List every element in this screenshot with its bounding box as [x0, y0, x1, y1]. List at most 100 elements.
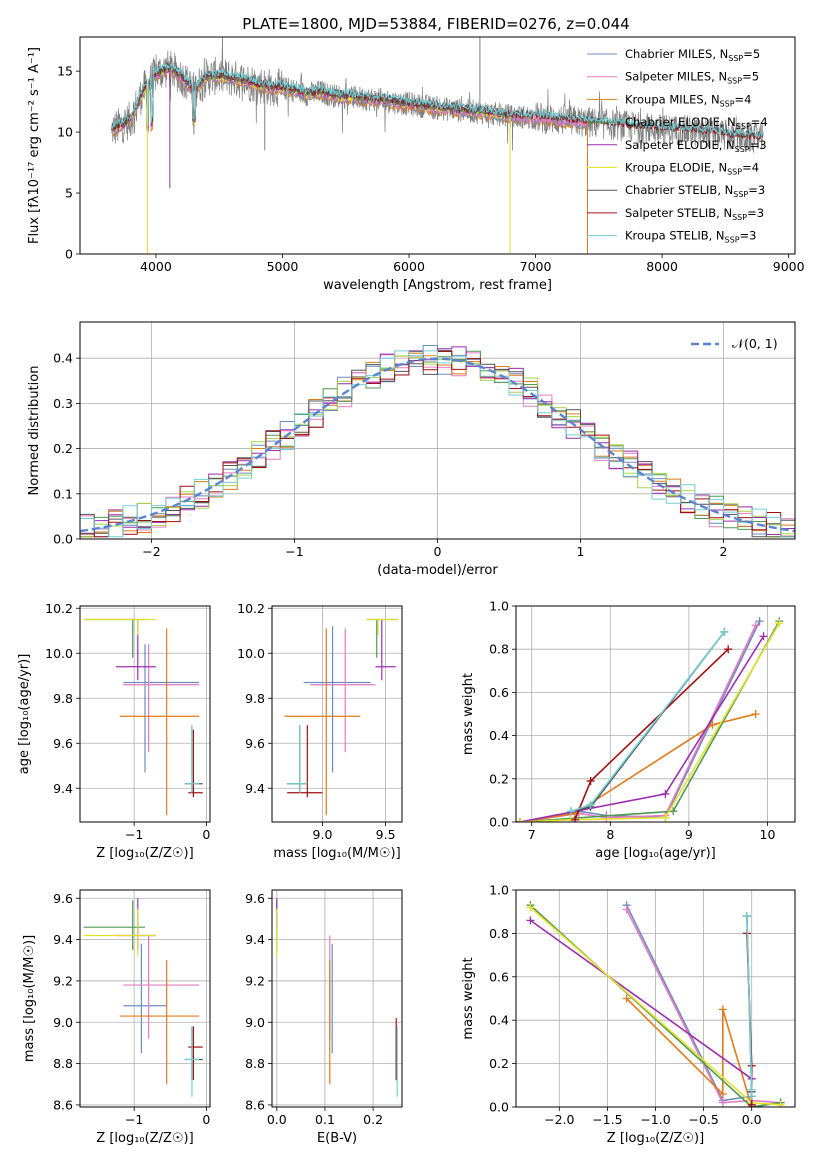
series-point-kroupa_stelib — [747, 1092, 756, 1101]
y-tick-label: 0.8 — [489, 926, 509, 941]
axes-frame — [271, 605, 403, 823]
series-line-salpeter_elodie — [519, 635, 765, 822]
y-tick-label: 9.6 — [53, 891, 73, 906]
x-tick-label: −2.0 — [544, 1112, 574, 1127]
series-line-kroupa_stelib — [746, 915, 753, 1097]
y-tick-label: 0.3 — [53, 396, 73, 411]
x-tick-label: 10 — [760, 827, 776, 842]
y-tick-label: 0.6 — [489, 969, 509, 984]
legend-nssp: =3 — [747, 206, 764, 220]
y-axis-label: Flux [fλ10⁻¹⁷ erg cm⁻² s⁻¹ A⁻¹] — [27, 47, 42, 244]
y-tick-label: 10.0 — [45, 646, 73, 661]
y-tick-label: 0.0 — [489, 815, 509, 830]
x-tick-label: 1 — [577, 544, 585, 559]
series-point-kroupa_stelib — [567, 807, 576, 816]
x-axis-label: wavelength [Angstrom, rest frame] — [323, 278, 552, 293]
y-tick-label: 0.2 — [489, 771, 509, 786]
series-line-kroupa_miles — [519, 713, 756, 822]
legend-nssp: =4 — [742, 161, 759, 175]
legend-label-salpeter_elodie: Salpeter ELODIE, NSSP=3 — [625, 138, 767, 154]
legend-subscript: SSP — [728, 54, 743, 63]
normal-legend-label: 𝒩(0, 1) — [732, 336, 778, 351]
x-tick-label: −1.0 — [640, 1112, 670, 1127]
y-tick-label: 8.6 — [245, 1097, 265, 1112]
y-axis-label: mass weight — [461, 673, 476, 755]
legend-subscript: SSP — [733, 190, 748, 199]
axes-frame — [79, 605, 211, 823]
figure-title: PLATE=1800, MJD=53884, FIBERID=0276, z=0… — [242, 15, 629, 33]
x-tick-label: 0.0 — [742, 1112, 762, 1127]
y-axis-label: age [log₁₀(age/yr)] — [17, 654, 32, 775]
x-axis-label: (data-model)/error — [377, 563, 498, 578]
x-tick-label: −1 — [125, 827, 143, 842]
y-tick-label: 10.0 — [237, 646, 265, 661]
plot-area — [83, 618, 203, 816]
y-tick-label: 0.6 — [489, 685, 509, 700]
x-tick-label: 9000 — [773, 259, 805, 274]
x-tick-label: 9.0 — [313, 827, 333, 842]
axes-frame — [515, 605, 796, 823]
y-tick-label: 9.2 — [245, 973, 265, 988]
x-axis-label: Z [log₁₀(Z/Z☉)] — [96, 846, 193, 861]
histogram-series-salpeter_stelib — [80, 351, 795, 538]
series-point-kroupa_stelib — [742, 912, 751, 921]
series-point-kroupa_elodie — [516, 818, 524, 822]
series-point-salpeter_elodie — [526, 916, 535, 925]
x-axis-label: mass [log₁₀(M/M☉)] — [273, 846, 400, 861]
y-tick-label: 9.0 — [245, 1015, 265, 1030]
series-point-kroupa_miles — [708, 720, 717, 729]
series-point-salpeter_stelib — [570, 815, 579, 822]
y-tick-label: 8.6 — [53, 1097, 73, 1112]
y-tick-label: 1.0 — [489, 599, 509, 614]
series-line-chabrier_elodie — [519, 620, 780, 822]
legend-label-chabrier_miles: Chabrier MILES, NSSP=5 — [625, 47, 760, 63]
y-tick-label: 8.8 — [245, 1056, 265, 1071]
x-tick-label: 8 — [606, 827, 614, 842]
series-point-kroupa_miles — [718, 1089, 727, 1098]
z-vs-mass-panel: −1 0 8.6 8.8 9.0 9.2 9.4 9.6 Z [log₁₀(Z/Z☉)] mass… — [22, 889, 211, 1146]
series-point-chabrier_miles — [755, 617, 764, 626]
y-tick-label: 9.6 — [245, 891, 265, 906]
y-tick-label: 0.0 — [53, 532, 73, 547]
x-axis-label: Z [log₁₀(Z/Z☉)] — [607, 1131, 704, 1146]
x-tick-label: 0 — [434, 544, 442, 559]
y-axis-label: Normed distribution — [27, 366, 42, 496]
y-tick-label: 10.2 — [45, 601, 73, 616]
legend-label-kroupa_elodie: Kroupa ELODIE, NSSP=4 — [625, 161, 759, 177]
x-tick-label: 0.1 — [315, 1112, 335, 1127]
x-tick-label: 8000 — [646, 259, 678, 274]
series-point-kroupa_elodie — [776, 1100, 785, 1107]
mass-vs-age-panel: 9.0 9.5 9.4 9.6 9.8 10.0 10.2 mass [log₁₀(M/M☉)… — [237, 601, 403, 861]
y-tick-label: 9.4 — [245, 932, 265, 947]
series-point-salpeter_elodie — [759, 632, 768, 641]
series-point-kroupa_miles — [622, 994, 631, 1003]
series-point-salpeter_miles — [622, 905, 631, 914]
plot-area — [83, 898, 203, 1097]
y-tick-label: 0.8 — [489, 642, 509, 657]
series-line-kroupa_stelib — [570, 631, 725, 812]
axes-frame — [515, 889, 796, 1108]
x-tick-label: −1 — [285, 544, 303, 559]
x-tick-label: 9 — [685, 827, 693, 842]
plot-area — [80, 345, 795, 538]
y-tick-label: 10.2 — [237, 601, 265, 616]
x-tick-label: 4000 — [140, 259, 172, 274]
y-tick-label: 9.8 — [245, 691, 265, 706]
histogram-series-kroupa_stelib — [80, 350, 795, 538]
spectrum-panel: 4000 5000 6000 7000 8000 9000 0 5 10 15 wavelength… — [27, 36, 805, 293]
x-tick-label: 0 — [202, 827, 210, 842]
legend-subscript: SSP — [720, 99, 735, 108]
y-tick-label: 1.0 — [489, 883, 509, 898]
x-axis-label: Z [log₁₀(Z/Z☉)] — [96, 1131, 193, 1146]
z-vs-age-panel: −1 0 9.4 9.6 9.8 10.0 10.2 Z [log₁₀(Z/Z☉)] age [… — [17, 601, 211, 861]
x-tick-label: −0.5 — [688, 1112, 718, 1127]
series-point-salpeter_stelib — [747, 1100, 756, 1107]
series-point-kroupa_miles — [751, 710, 760, 718]
series-line-kroupa_miles — [626, 997, 753, 1107]
x-tick-label: −2 — [142, 544, 160, 559]
y-tick-label: 5 — [65, 186, 73, 201]
legend-subscript: SSP — [735, 145, 750, 154]
residual-histogram-panel: −2 −1 0 1 2 0.0 0.1 0.2 0.3 0.4 (data-model)/error… — [27, 321, 796, 578]
x-tick-label: −1 — [125, 1112, 143, 1127]
x-axis-label: age [log₁₀(age/yr)] — [595, 846, 716, 861]
